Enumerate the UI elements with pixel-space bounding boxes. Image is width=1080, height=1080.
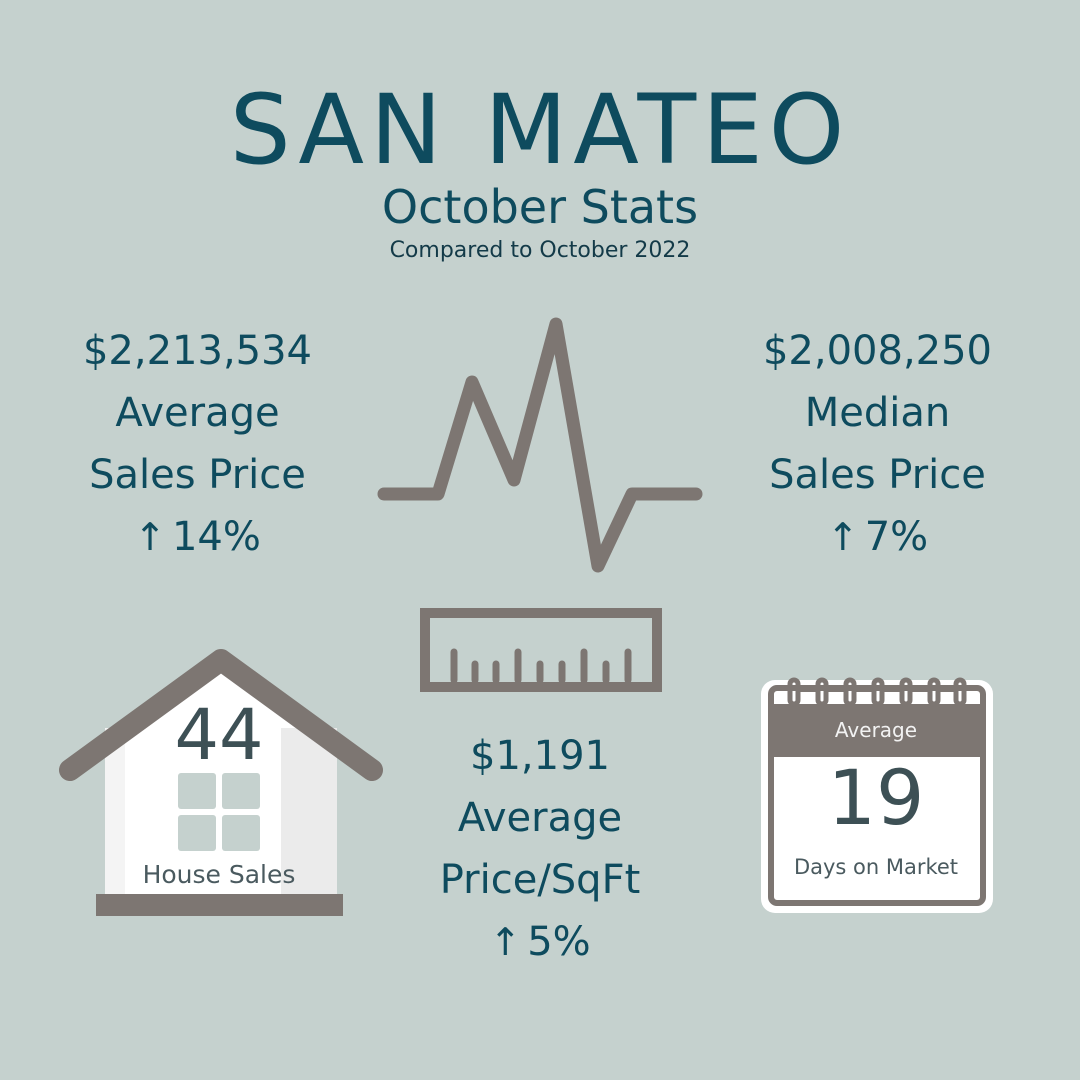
house-sales-value: 44 [174, 694, 264, 776]
arrow-up-icon: ↑ [489, 920, 522, 964]
average-price-sqft-change: ↑ 5% [380, 911, 700, 973]
median-sales-price-label-1: Median [804, 390, 951, 436]
average-sales-price-stat: $2,213,534 Average Sales Price ↑ 14% [40, 320, 355, 568]
average-sales-price-label-1: Average [115, 390, 280, 436]
comparison-note: Compared to October 2022 [389, 238, 691, 263]
page-subtitle: October Stats [381, 180, 699, 234]
average-price-sqft-stat: $1,191 Average Price/SqFt ↑ 5% [380, 725, 700, 973]
days-on-market-value: 19 [827, 753, 925, 842]
days-on-market-top-label: Average [834, 718, 918, 742]
house-sales-label: House Sales [142, 860, 296, 889]
average-sales-price-label-2: Sales Price [89, 452, 306, 498]
average-sales-price-change-value: 14% [171, 514, 261, 560]
average-price-sqft-change-value: 5% [527, 919, 591, 965]
calendar-icon [761, 677, 993, 913]
page-title: SAN MATEO [229, 74, 851, 186]
average-price-sqft-value: $1,191 [470, 733, 610, 779]
arrow-up-icon: ↑ [826, 515, 859, 559]
pulse-line-icon [377, 317, 703, 573]
average-sales-price-value: $2,213,534 [82, 328, 313, 374]
house-icon [59, 649, 383, 916]
average-price-sqft-label-2: Price/SqFt [439, 857, 641, 903]
ruler-icon [420, 608, 662, 692]
median-sales-price-stat: $2,008,250 Median Sales Price ↑ 7% [720, 320, 1035, 568]
average-sales-price-change: ↑ 14% [40, 506, 355, 568]
arrow-up-icon: ↑ [134, 515, 166, 559]
median-sales-price-label-2: Sales Price [769, 452, 986, 498]
median-sales-price-change-value: 7% [864, 514, 929, 560]
median-sales-price-change: ↑ 7% [720, 506, 1035, 568]
average-price-sqft-label-1: Average [457, 795, 623, 841]
days-on-market-label: Days on Market [793, 855, 959, 879]
median-sales-price-value: $2,008,250 [762, 328, 993, 374]
